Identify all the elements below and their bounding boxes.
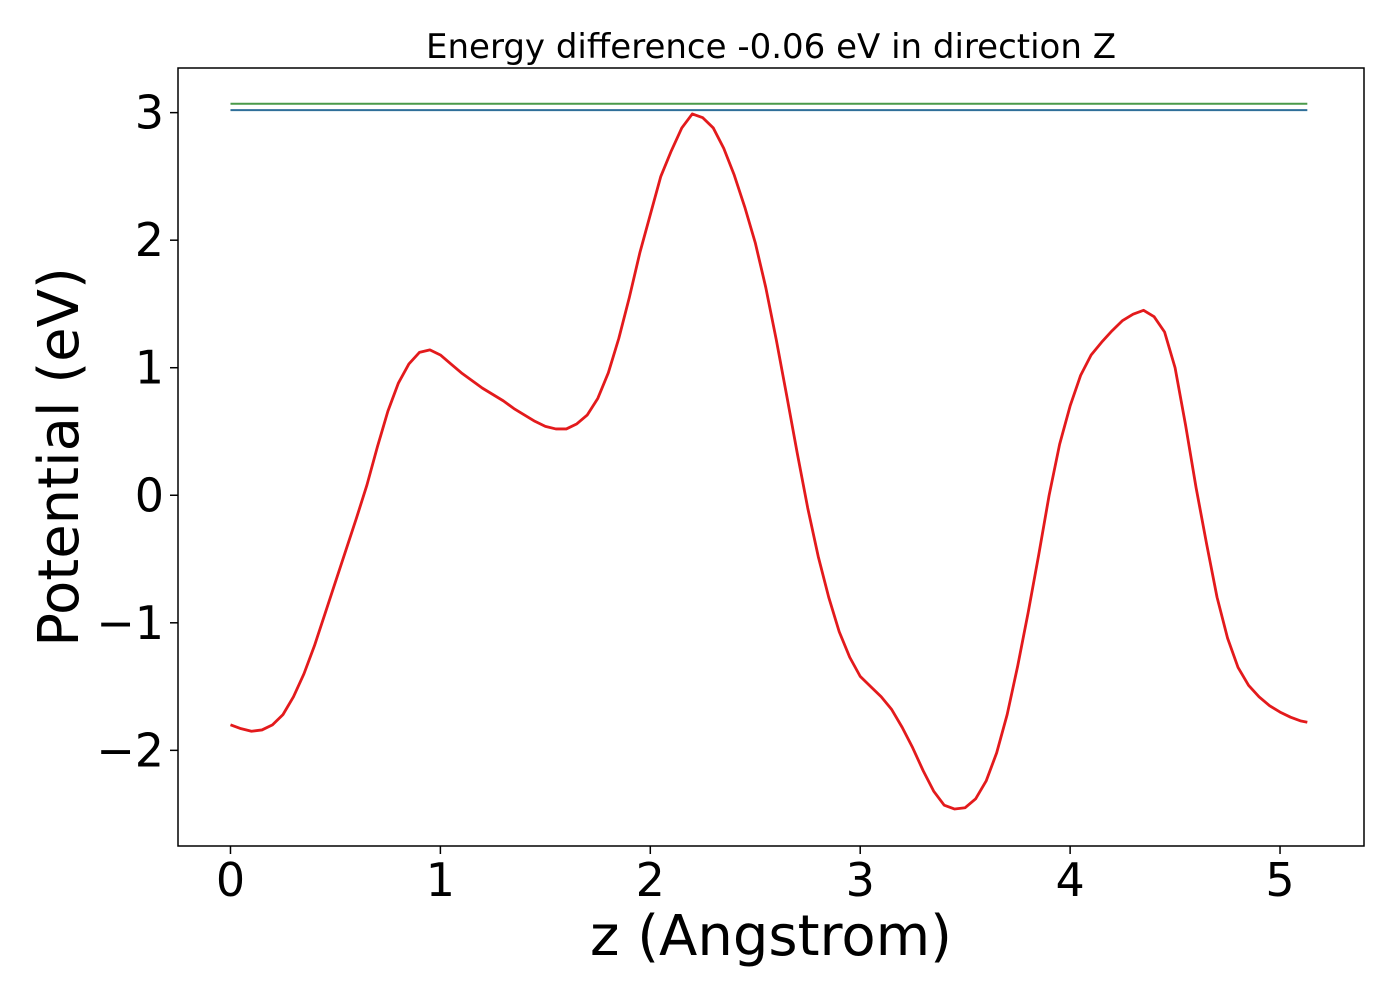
potential-curve <box>230 112 1308 811</box>
y-tick-label: 0 <box>135 468 164 522</box>
chart-title: Energy difference -0.06 eV in direction … <box>426 27 1116 67</box>
y-tick-label: 2 <box>135 213 164 267</box>
y-axis-label: Potential (eV) <box>27 267 92 647</box>
x-axis-ticks: 0 1 2 3 4 5 <box>216 846 1295 907</box>
plot-area-frame <box>177 67 1365 847</box>
y-axis-ticks: −2 −1 0 1 2 3 <box>96 86 178 777</box>
y-tick-label: 1 <box>135 341 164 395</box>
x-tick-label: 2 <box>636 853 665 907</box>
x-axis-label: z (Angstrom) <box>590 904 952 969</box>
series-layer <box>230 102 1308 811</box>
y-tick-label: −2 <box>96 723 164 777</box>
y-tick-label: 3 <box>135 86 164 140</box>
x-tick-label: 5 <box>1265 853 1294 907</box>
x-tick-label: 4 <box>1055 853 1084 907</box>
x-tick-label: 1 <box>426 853 455 907</box>
x-tick-label: 0 <box>216 853 245 907</box>
x-tick-label: 3 <box>846 853 875 907</box>
y-tick-label: −1 <box>96 596 164 650</box>
